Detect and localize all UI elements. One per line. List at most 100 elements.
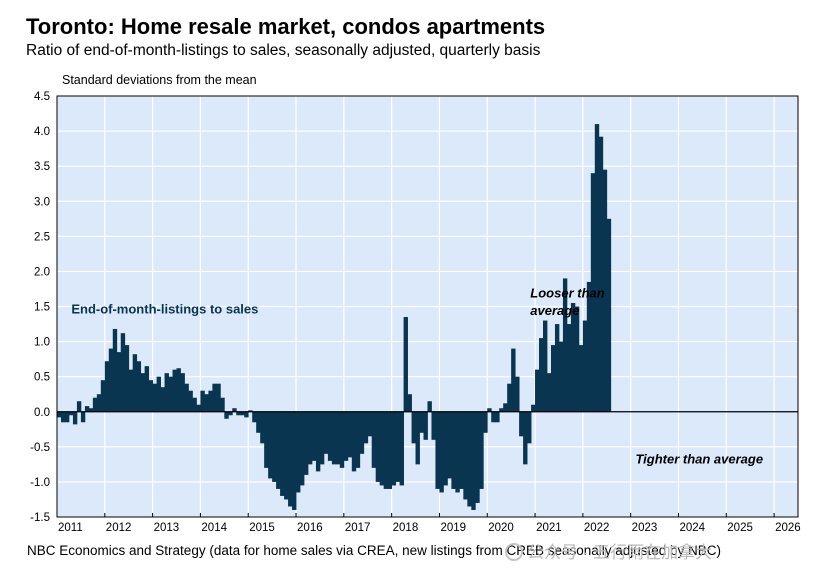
bar: [558, 341, 564, 412]
bar: [435, 411, 440, 489]
bar: [88, 408, 94, 412]
bar: [431, 411, 436, 440]
bar: [168, 376, 173, 412]
bar: [300, 411, 305, 486]
bar: [292, 411, 297, 510]
bar: [503, 403, 508, 412]
bar: [307, 411, 313, 465]
bar: [355, 411, 361, 468]
bar: [535, 369, 540, 412]
bar: [331, 411, 337, 465]
bar: [515, 376, 520, 412]
y-tick-label: 2.5: [34, 231, 50, 243]
bar: [284, 411, 289, 500]
bar: [200, 390, 205, 412]
bar: [347, 411, 353, 458]
bar: [590, 173, 596, 412]
y-tick-label: -1.5: [30, 512, 50, 524]
bar: [562, 278, 568, 412]
x-tick-label: 2025: [727, 522, 753, 534]
bar: [323, 411, 329, 454]
bar: [383, 411, 389, 489]
bar: [60, 411, 66, 423]
bar: [80, 411, 86, 423]
bar: [467, 411, 472, 507]
bar: [64, 411, 70, 423]
x-tick-label: 2023: [632, 522, 658, 534]
y-tick-label: 2.0: [34, 266, 50, 278]
bar: [68, 411, 74, 416]
bar: [566, 324, 572, 412]
bar: [395, 411, 400, 482]
bar: [188, 390, 193, 412]
bar: [546, 373, 552, 412]
bar: [519, 411, 524, 437]
bar: [148, 380, 154, 412]
bar: [124, 345, 130, 412]
bar: [252, 411, 257, 423]
chart-annotation: Tighter than average: [635, 452, 763, 467]
bar: [507, 383, 512, 412]
bar: [112, 328, 118, 412]
x-tick-label: 2016: [297, 522, 323, 534]
bar: [550, 345, 556, 412]
bar: [415, 411, 420, 465]
y-axis-unit-label: Standard deviations from the mean: [62, 73, 257, 87]
y-tick-label: -1.0: [30, 477, 50, 489]
bar: [367, 411, 373, 437]
bar: [491, 411, 496, 423]
bar: [296, 411, 301, 493]
x-tick-label: 2012: [106, 522, 132, 534]
bar: [570, 302, 576, 412]
chart-annotation: average: [530, 303, 579, 318]
bar: [192, 397, 197, 412]
y-tick-label: 3.5: [34, 161, 50, 173]
x-tick-label: 2018: [393, 522, 419, 534]
bar: [399, 411, 404, 486]
x-tick-label: 2024: [679, 522, 705, 534]
x-tick-label: 2013: [154, 522, 180, 534]
bar: [268, 411, 273, 479]
bar: [120, 333, 126, 412]
bar: [84, 406, 90, 412]
y-tick-label: 4.5: [34, 91, 50, 103]
wechat-logo-icon: [505, 543, 523, 561]
bar: [543, 320, 548, 412]
bar: [411, 411, 416, 444]
bar: [156, 376, 161, 412]
x-tick-label: 2022: [584, 522, 610, 534]
bar: [363, 411, 369, 444]
bar: [236, 411, 241, 416]
y-tick-label: 0.0: [34, 407, 50, 419]
bar: [523, 411, 528, 465]
bar: [136, 361, 142, 412]
bar: [391, 411, 397, 486]
bar: [319, 411, 325, 465]
bar: [375, 411, 381, 482]
bar: [471, 411, 476, 510]
bar: [303, 411, 309, 475]
bar: [351, 411, 357, 472]
bar: [132, 354, 138, 412]
bar: [483, 411, 488, 433]
bar: [260, 411, 265, 444]
bar: [76, 401, 82, 412]
x-tick-label: 2020: [488, 522, 514, 534]
bar: [280, 411, 285, 496]
y-tick-label: 1.0: [34, 337, 50, 349]
bar: [311, 411, 317, 461]
bar: [128, 369, 134, 412]
bar: [96, 394, 102, 412]
bar: [586, 281, 592, 412]
chart-annotation: Looser than: [530, 285, 604, 300]
x-tick-label: 2017: [345, 522, 371, 534]
bar: [196, 404, 201, 412]
bar: [531, 404, 536, 412]
bar: [499, 408, 504, 412]
y-tick-label: -0.5: [30, 442, 50, 454]
bar: [184, 383, 189, 412]
bar: [423, 411, 428, 440]
bar: [407, 394, 412, 412]
bar: [495, 411, 500, 423]
bar: [598, 136, 604, 412]
